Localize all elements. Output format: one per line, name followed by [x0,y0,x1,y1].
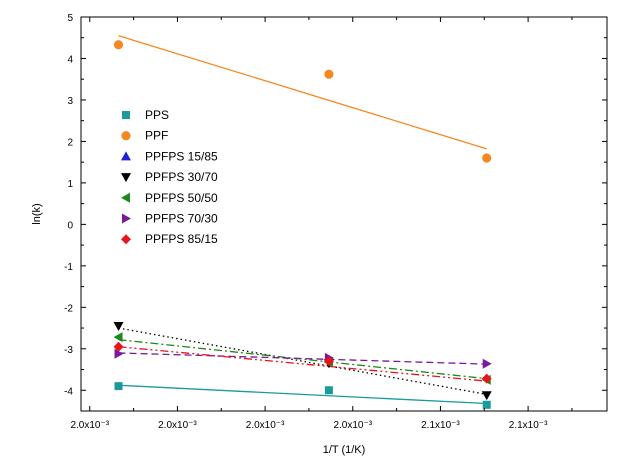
data-point [113,341,124,352]
fit-line [118,339,487,380]
fit-line [118,35,487,150]
data-point [114,382,123,391]
y-tick-label: 2 [67,137,73,148]
data-point [323,356,334,367]
x-axis-title: 1/T (1/K) [323,444,366,456]
data-point [482,153,492,163]
legend-label: PPFPS 70/30 [145,212,218,226]
x-tick-label: 2.0x10⁻³ [333,420,372,431]
legend-label: PPFPS 30/70 [145,170,218,184]
y-tick-label: 4 [67,54,73,65]
y-tick-label: 3 [67,96,73,107]
y-tick-label: -2 [64,303,73,314]
y-tick-label: -1 [64,262,73,273]
data-point [114,348,124,359]
y-tick-label: -4 [64,386,73,397]
data-point [324,386,333,395]
fit-line [118,327,487,396]
fit-line [118,346,487,382]
y-tick-label: -3 [64,345,73,356]
legend-label: PPS [145,108,169,122]
data-point [113,321,124,331]
data-markers [113,40,492,409]
fit-lines [118,35,487,405]
data-point [482,358,492,369]
x-tick-label: 2.1x10⁻³ [421,420,460,431]
y-axis-title: ln(k) [31,203,43,224]
legend-marker [122,213,131,224]
legend-label: PPF [145,129,168,143]
y-tick-label: 0 [67,220,73,231]
data-point [482,400,491,409]
fit-line [118,384,487,405]
x-tick-label: 2.0x10⁻³ [158,420,197,431]
legend-label: PPFPS 15/85 [145,149,218,163]
legend-label: PPFPS 50/50 [145,191,218,205]
data-point [481,391,492,401]
data-point [324,69,334,79]
x-tick-label: 2.0x10⁻³ [246,420,285,431]
legend-marker [121,151,131,161]
legend-marker [122,111,130,119]
x-tick-label: 2.1x10⁻³ [509,420,548,431]
y-tick-label: 1 [67,179,73,190]
data-point [481,373,492,384]
plot-frame [80,16,608,412]
legend: PPS PPF PPFPS 15/85 PPFPS 30/70 PPFPS 50/50 P… [121,108,218,246]
axes: -4 -3 -2 -1 0 1 2 3 4 5 2.0x10⁻³ 2.0x10⁻³ 2.0x10⁻³ 2.… [64,13,608,431]
data-point [113,332,123,343]
fit-line [118,352,487,365]
legend-marker [121,234,131,245]
legend-marker [121,192,130,203]
legend-label: PPFPS 85/15 [145,232,218,246]
data-point [113,40,124,50]
y-tick-label: 5 [67,13,73,24]
legend-marker [121,131,131,141]
x-tick-label: 2.0x10⁻³ [70,420,109,431]
legend-marker [121,173,131,183]
